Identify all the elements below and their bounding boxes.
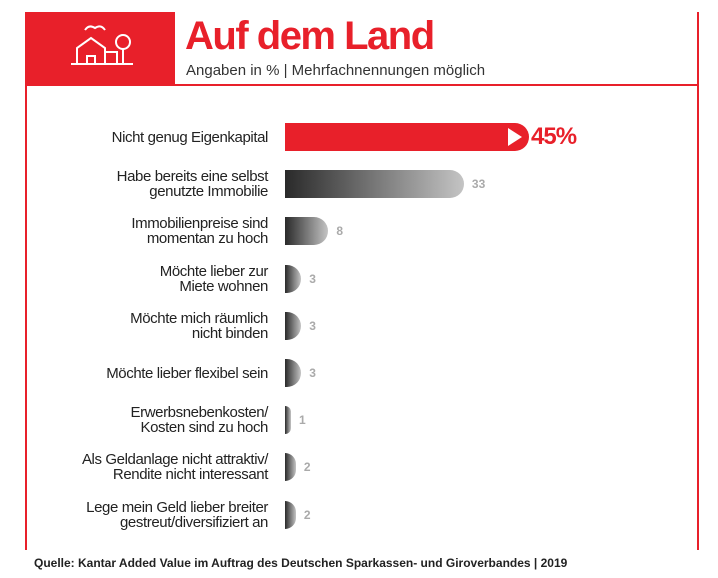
bar [285,170,464,199]
category-label: Lege mein Geld lieber breiter gestreut/d… [86,498,268,531]
bar [285,500,296,529]
bar [285,123,529,151]
bar [285,453,296,482]
bar [285,359,302,387]
value-label: 33 [471,177,486,192]
bar [285,406,291,435]
bar [285,264,302,293]
value-label: 3 [309,318,316,333]
value-label: 3 [309,366,316,380]
bar [285,217,329,246]
value-label: 8 [336,224,344,239]
category-label: Habe bereits eine selbst genutzte Immobi… [116,168,269,201]
frame [25,12,699,550]
category-label: Als Geldanlage nicht attraktiv/ Rendite … [81,451,268,484]
category-label: Erwerbsnebenkosten/ Kosten sind zu hoch [130,404,269,437]
category-label: Immobilienpreise sind momentan zu hoch [131,215,268,248]
chart-subtitle: Angaben in % | Mehrfachnennungen möglich [186,62,486,79]
source: Quelle: Kantar Added Value im Auftrag de… [34,556,568,570]
house-icon [71,25,133,65]
bar [285,311,302,340]
category-label: Nicht genug Eigenkapital [111,128,269,146]
value-label: 2 [303,460,311,475]
value-label: 3 [309,271,316,286]
category-label: Möchte lieber zur Miete wohnen [159,262,269,295]
arrow-icon [508,128,522,146]
category-label: Möchte lieber flexibel sein [106,364,268,382]
header-rule [175,84,699,86]
category-label: Möchte mich räumlich nicht binden [130,309,268,342]
value-label: 2 [303,507,311,522]
value-label: 45% [531,123,577,150]
value-label: 1 [299,413,306,428]
icon-box [25,12,175,86]
chart-title: Auf dem Land [185,14,435,58]
